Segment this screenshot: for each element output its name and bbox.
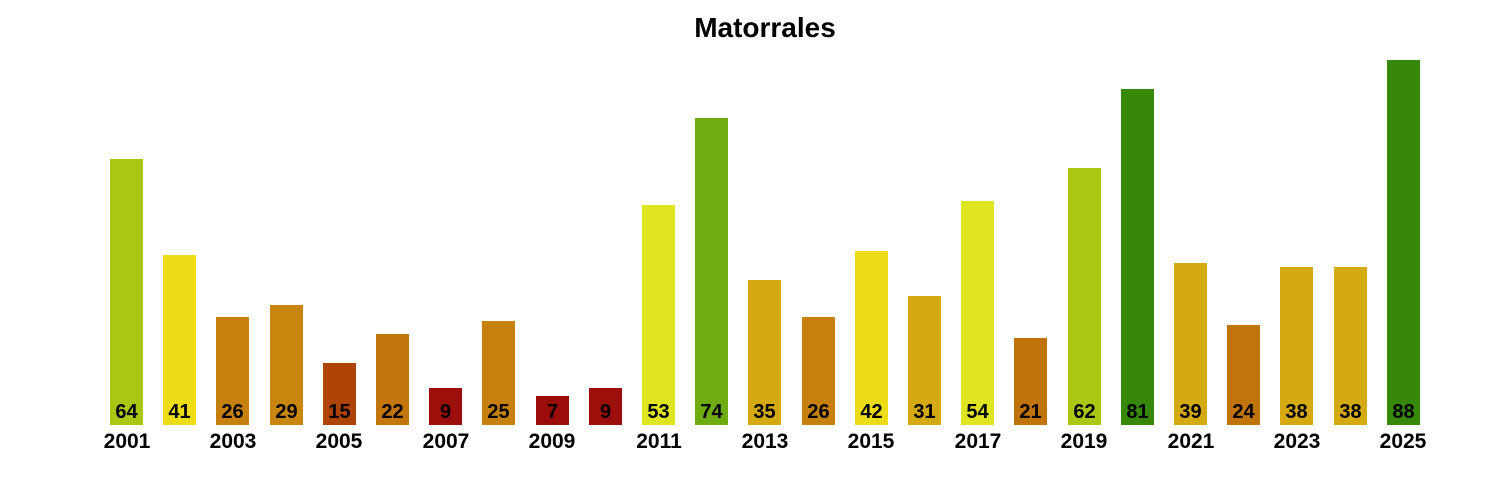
bar: 35 (748, 280, 781, 425)
x-tick-label: 2015 (847, 430, 895, 453)
bar: 41 (163, 255, 196, 425)
bar: 62 (1068, 168, 1101, 425)
bar: 39 (1174, 263, 1207, 425)
bar: 88 (1387, 60, 1420, 425)
x-tick-label: 2011 (636, 430, 682, 453)
bar-value-label: 54 (966, 401, 989, 423)
bar-value-label: 9 (439, 401, 452, 423)
bar: 74 (695, 118, 728, 425)
bar: 38 (1280, 267, 1313, 425)
bar-value-label: 26 (807, 401, 830, 423)
bar-value-label: 24 (1232, 401, 1255, 423)
bar: 9 (589, 388, 622, 425)
bar: 81 (1121, 89, 1154, 425)
bar-value-label: 31 (913, 401, 936, 423)
bar-value-label: 38 (1285, 401, 1308, 423)
bar-value-label: 21 (1019, 401, 1042, 423)
bar: 64 (110, 159, 143, 425)
bar-value-label: 64 (115, 401, 138, 423)
bar-value-label: 9 (599, 401, 612, 423)
bar-value-label: 35 (753, 401, 776, 423)
x-tick-label: 2025 (1379, 430, 1427, 453)
x-tick-label: 2019 (1060, 430, 1108, 453)
bar-value-label: 7 (546, 401, 559, 423)
bar: 9 (429, 388, 462, 425)
bar: 21 (1014, 338, 1047, 425)
bar: 26 (216, 317, 249, 425)
bar-value-label: 39 (1179, 401, 1202, 423)
x-tick-label: 2021 (1167, 430, 1215, 453)
bar-value-label: 38 (1339, 401, 1362, 423)
bar: 15 (323, 363, 356, 425)
x-tick-label: 2023 (1273, 430, 1321, 453)
bar: 31 (908, 296, 941, 425)
bar: 25 (482, 321, 515, 425)
bar-value-label: 22 (381, 401, 404, 423)
bar-value-label: 41 (168, 401, 191, 423)
bar-value-label: 53 (647, 401, 670, 423)
bar-value-label: 88 (1392, 401, 1415, 423)
bar-value-label: 62 (1073, 401, 1096, 423)
bar: 42 (855, 251, 888, 425)
bar: 54 (961, 201, 994, 425)
bar: 7 (536, 396, 569, 425)
x-tick-label: 2003 (209, 430, 257, 453)
bar: 53 (642, 205, 675, 425)
bar-value-label: 25 (487, 401, 510, 423)
x-tick-label: 2013 (741, 430, 789, 453)
bar-value-label: 29 (275, 401, 298, 423)
bar: 24 (1227, 325, 1260, 425)
bar: 29 (270, 305, 303, 425)
bar: 26 (802, 317, 835, 425)
bar: 22 (376, 334, 409, 425)
x-tick-label: 2009 (528, 430, 576, 453)
bar-value-label: 26 (221, 401, 244, 423)
bar: 38 (1334, 267, 1367, 425)
bar-value-label: 81 (1126, 401, 1149, 423)
bar-value-label: 15 (328, 401, 351, 423)
chart-title: Matorrales (694, 12, 836, 43)
x-tick-label: 2007 (422, 430, 470, 453)
x-tick-label: 2001 (103, 430, 151, 453)
x-tick-label: 2017 (954, 430, 1002, 453)
x-tick-label: 2005 (315, 430, 363, 453)
bar-value-label: 74 (700, 401, 723, 423)
bar-value-label: 42 (860, 401, 883, 423)
